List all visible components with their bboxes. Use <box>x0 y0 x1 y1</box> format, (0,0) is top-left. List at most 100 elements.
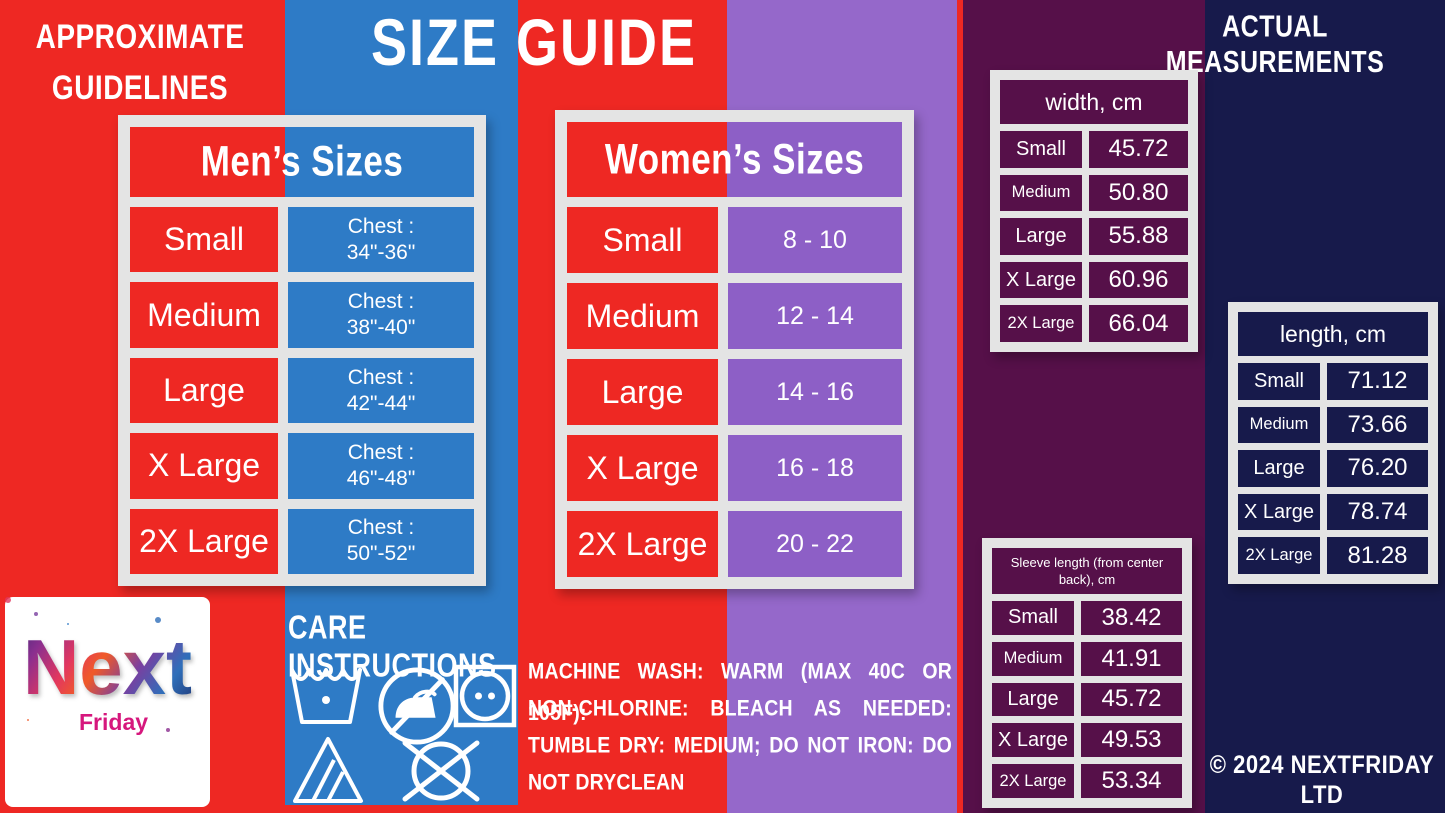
womens-size-range: 14 - 16 <box>728 359 902 425</box>
table-row: Large 55.88 <box>1000 218 1188 255</box>
womens-sizes-table: Women’s Sizes Small 8 - 10 Medium 12 - 1… <box>555 110 914 589</box>
size-label: Medium <box>992 641 1074 676</box>
table-row: Medium 41.91 <box>992 641 1182 676</box>
size-label: Small <box>1000 131 1082 168</box>
size-label: Large <box>1238 450 1320 487</box>
non-chlorine-bleach-icon <box>291 734 365 806</box>
table-row: Large 14 - 16 <box>567 359 902 425</box>
table-row: X Large 60.96 <box>1000 261 1188 299</box>
size-label: Medium <box>1000 174 1082 212</box>
sleeve-value: 41.91 <box>1081 641 1182 676</box>
size-label: 2X Large <box>1000 305 1082 342</box>
table-row: X Large 78.74 <box>1238 493 1428 531</box>
width-value: 66.04 <box>1089 305 1188 342</box>
mens-size-label: Large <box>130 357 278 424</box>
mens-size-label: X Large <box>130 433 278 499</box>
size-label: Large <box>992 682 1074 717</box>
womens-table-header: Women’s Sizes <box>567 122 902 197</box>
width-value: 55.88 <box>1089 218 1188 255</box>
nextfriday-logo: Next Friday <box>5 597 210 807</box>
table-row: Large Chest : 42"-44" <box>130 357 474 424</box>
chest-range: 38"-40" <box>346 316 416 340</box>
size-label: Small <box>992 601 1074 635</box>
width-value: 60.96 <box>1089 261 1188 299</box>
logo-paint-spatter <box>5 597 11 603</box>
width-measurements-table: width, cm Small 45.72 Medium 50.80 Large… <box>990 70 1198 352</box>
bg-divider-red-stripe <box>957 0 963 813</box>
do-not-iron-icon <box>376 665 458 747</box>
table-row: X Large 49.53 <box>992 723 1182 758</box>
length-table-header: length, cm <box>1238 312 1428 356</box>
actual-measurements-heading: ACTUAL MEASUREMENTS <box>1165 9 1385 80</box>
table-row: Medium 12 - 14 <box>567 283 902 349</box>
care-instructions-text: MACHINE WASH: WARM (MAX 40C OR 105F): NO… <box>528 654 952 802</box>
womens-size-range: 8 - 10 <box>728 207 902 273</box>
chest-range: 42"-44" <box>346 391 416 415</box>
womens-size-range: 20 - 22 <box>728 511 902 577</box>
table-row: Medium Chest : 38"-40" <box>130 282 474 348</box>
logo-text-friday: Friday <box>79 709 149 735</box>
approx-line1: APPROXIMATE <box>35 17 245 56</box>
size-label: 2X Large <box>1238 537 1320 574</box>
chest-caption: Chest : <box>347 365 415 389</box>
length-value: 71.12 <box>1327 363 1428 400</box>
tumble-dry-medium-icon <box>452 663 518 729</box>
length-value: 78.74 <box>1327 493 1428 531</box>
chest-range: 34"-36" <box>346 240 416 264</box>
do-not-dryclean-icon <box>396 738 486 804</box>
care-line-3: TUMBLE DRY: MEDIUM; DO NOT IRON: DO <box>528 733 952 759</box>
chest-caption: Chest : <box>347 290 415 314</box>
size-label: Small <box>1238 363 1320 400</box>
sleeve-length-table: Sleeve length (from center back), cm Sma… <box>982 538 1192 808</box>
mens-chest-value: Chest : 42"-44" <box>288 357 474 424</box>
table-row: Large 76.20 <box>1238 450 1428 487</box>
chest-caption: Chest : <box>347 214 415 238</box>
womens-size-label: Medium <box>567 283 718 349</box>
womens-size-label: 2X Large <box>567 511 718 577</box>
table-row: Small 38.42 <box>992 601 1182 635</box>
womens-size-label: Large <box>567 359 718 425</box>
size-label: 2X Large <box>992 764 1074 798</box>
table-row: Small Chest : 34"-36" <box>130 207 474 273</box>
care-line-1: MACHINE WASH: WARM (MAX 40C OR 105F): <box>528 659 952 726</box>
womens-size-label: X Large <box>567 435 718 501</box>
table-row: 2X Large 53.34 <box>992 764 1182 798</box>
table-row: X Large 16 - 18 <box>567 435 902 501</box>
copyright-notice: © 2024 NEXTFRIDAY LTD <box>1209 750 1435 809</box>
table-row: Small 71.12 <box>1238 363 1428 400</box>
mens-table-header: Men’s Sizes <box>130 127 474 197</box>
care-line-2: NON-CHLORINE: BLEACH AS NEEDED: <box>528 696 952 722</box>
table-row: Small 45.72 <box>1000 131 1188 168</box>
sleeve-value: 49.53 <box>1081 723 1182 758</box>
chest-range: 46"-48" <box>346 466 416 490</box>
size-label: X Large <box>992 723 1074 758</box>
length-value: 76.20 <box>1327 450 1428 487</box>
mens-chest-value: Chest : 38"-40" <box>288 282 474 348</box>
chest-caption: Chest : <box>347 516 415 540</box>
length-value: 81.28 <box>1327 537 1428 574</box>
width-table-header: width, cm <box>1000 80 1188 124</box>
womens-size-range: 12 - 14 <box>728 283 902 349</box>
mens-sizes-table: Men’s Sizes Small Chest : 34"-36" Medium… <box>118 115 486 586</box>
table-row: 2X Large 66.04 <box>1000 305 1188 342</box>
mens-size-label: Medium <box>130 282 278 348</box>
size-label: X Large <box>1000 261 1082 299</box>
mens-chest-value: Chest : 34"-36" <box>288 207 474 273</box>
length-measurements-table: length, cm Small 71.12 Medium 73.66 Larg… <box>1228 302 1438 584</box>
chest-caption: Chest : <box>347 440 415 464</box>
care-line-4: NOT DRYCLEAN <box>528 770 685 796</box>
table-row: Large 45.72 <box>992 682 1182 717</box>
chest-range: 50"-52" <box>346 542 416 566</box>
mens-size-label: Small <box>130 207 278 273</box>
mens-chest-value: Chest : 46"-48" <box>288 433 474 499</box>
sleeve-table-header: Sleeve length (from center back), cm <box>992 548 1182 594</box>
page-title: SIZE GUIDE <box>370 6 698 80</box>
approximate-guidelines-heading: APPROXIMATE GUIDELINES <box>10 14 270 116</box>
width-value: 45.72 <box>1089 131 1188 168</box>
table-row: Medium 50.80 <box>1000 174 1188 212</box>
table-row: 2X Large Chest : 50"-52" <box>130 508 474 575</box>
logo-text-next: Next <box>5 627 210 707</box>
womens-size-label: Small <box>567 207 718 273</box>
sleeve-value: 38.42 <box>1081 601 1182 635</box>
